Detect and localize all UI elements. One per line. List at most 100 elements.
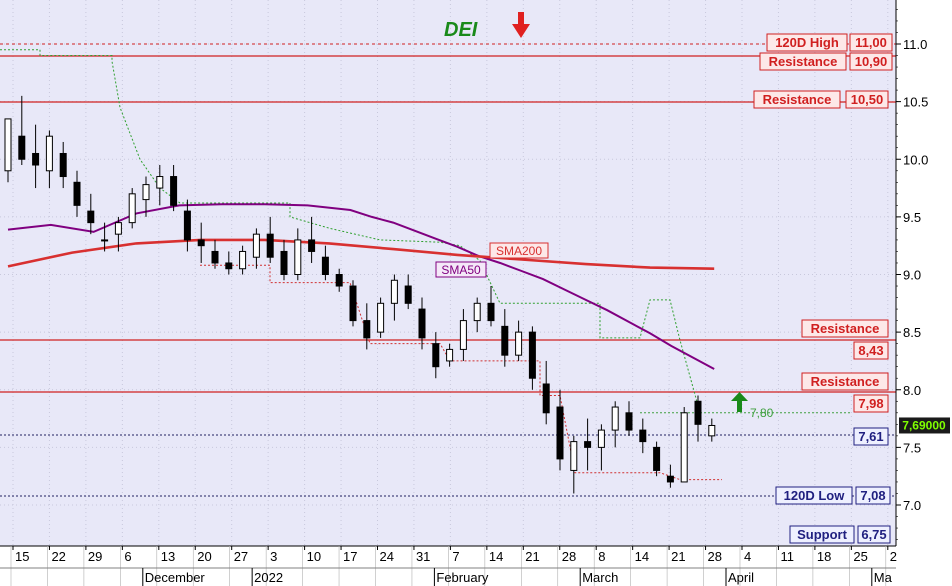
- candle: [446, 343, 454, 367]
- candle: [211, 239, 219, 269]
- candle: [528, 326, 536, 390]
- x-tick-label: 7: [452, 549, 459, 564]
- level-value-1050-text: 10,50: [851, 92, 884, 107]
- sma50-label: SMA50: [435, 261, 487, 278]
- x-tick-label: 4: [744, 549, 751, 564]
- sma50-label-text: SMA50: [441, 263, 481, 277]
- candle: [4, 118, 12, 183]
- x-tick-label: 22: [51, 549, 65, 564]
- candle: [570, 435, 578, 494]
- signal-down-arrow-icon: [512, 12, 530, 38]
- x-tick-label: 14: [489, 549, 503, 564]
- candle: [280, 239, 288, 281]
- last-price-tag: 7,69000: [899, 417, 950, 434]
- level-label-120d-high: 120D High: [766, 33, 848, 52]
- candles: [4, 95, 716, 494]
- candle: [239, 245, 247, 275]
- candle: [308, 216, 316, 263]
- candle: [377, 297, 385, 338]
- series-line-sma200: [7, 238, 715, 270]
- candle: [59, 141, 67, 189]
- x-tick-label: 18: [817, 549, 831, 564]
- candle: [114, 216, 122, 252]
- sma200-label-text: SMA200: [496, 244, 542, 258]
- x-month-label: April: [728, 570, 754, 585]
- level-label-resistance-1050: Resistance: [753, 90, 841, 109]
- level-label-120d-low: 120D Low: [775, 486, 853, 505]
- x-tick-label: 2: [890, 549, 897, 564]
- candle: [335, 268, 343, 292]
- level-value-1090-text: 10,90: [855, 54, 888, 69]
- candle: [197, 222, 205, 263]
- level-label-support: Support: [789, 525, 855, 544]
- level-value-843: 8,43: [853, 341, 889, 360]
- y-tick-label: 10.0: [903, 152, 928, 167]
- chart-title: DEI: [444, 19, 478, 41]
- level-label-resistance-1090: Resistance: [759, 52, 847, 71]
- y-tick-label: 11.0: [903, 37, 927, 52]
- level-label-resistance-1050-text: Resistance: [763, 92, 832, 107]
- candle: [708, 418, 716, 442]
- candle: [680, 407, 688, 483]
- candle: [266, 216, 274, 263]
- trailing-stop-red: [200, 264, 722, 481]
- level-value-120d-high: 11,00: [849, 33, 893, 52]
- level-value-761: 7,61: [853, 427, 889, 446]
- level-value-843-text: 8,43: [858, 343, 883, 358]
- level-label-resistance-798-text: Resistance: [811, 374, 880, 389]
- level-value-675-text: 6,75: [861, 527, 886, 542]
- target-label: 7,80: [750, 406, 774, 420]
- level-label-120d-low-text: 120D Low: [784, 488, 846, 503]
- x-tick-label: 28: [708, 549, 722, 564]
- last-price-text: 7,69000: [902, 418, 946, 432]
- x-tick-label: 27: [234, 549, 248, 564]
- candle: [252, 228, 260, 269]
- x-month-label: March: [582, 570, 618, 585]
- horizontal-levels: [0, 43, 896, 497]
- y-tick-label: 8.0: [903, 383, 921, 398]
- y-tick-label: 9.5: [903, 210, 921, 225]
- candle: [363, 303, 371, 350]
- level-label-resistance-1090-text: Resistance: [769, 54, 838, 69]
- candle: [487, 286, 495, 327]
- y-tick-label: 8.5: [903, 325, 921, 340]
- candle: [584, 418, 592, 471]
- level-value-761-text: 7,61: [858, 429, 883, 444]
- trailing-stops: [0, 49, 722, 481]
- level-value-798: 7,98: [853, 394, 889, 413]
- candle: [18, 95, 26, 166]
- x-tick-label: 3: [270, 549, 277, 564]
- level-value-120d-high-text: 11,00: [855, 35, 887, 50]
- candle: [87, 193, 95, 235]
- candle: [597, 424, 605, 471]
- candle: [390, 274, 398, 321]
- candle: [128, 188, 136, 229]
- x-tick-label: 29: [88, 549, 102, 564]
- candle: [45, 130, 53, 189]
- x-tick-label: 10: [307, 549, 321, 564]
- level-value-798-text: 7,98: [858, 396, 883, 411]
- candle: [418, 297, 426, 350]
- candle: [32, 124, 40, 189]
- x-tick-label: 17: [343, 549, 357, 564]
- x-tick-label: 13: [161, 549, 175, 564]
- x-tick-label: 31: [416, 549, 430, 564]
- x-tick-label: 14: [635, 549, 649, 564]
- candle: [183, 199, 191, 252]
- y-tick-label: 10.5: [903, 95, 928, 110]
- candle: [101, 222, 109, 252]
- series-line-sma50: [7, 203, 715, 370]
- candle: [611, 401, 619, 448]
- candle: [625, 401, 633, 436]
- candle: [459, 309, 467, 361]
- candle: [321, 245, 329, 281]
- candle: [225, 251, 233, 275]
- x-tick-label: 20: [197, 549, 211, 564]
- x-tick-label: 24: [380, 549, 394, 564]
- level-value-1090: 10,90: [849, 52, 893, 71]
- x-axis-panel: [0, 546, 896, 586]
- level-label-resistance-798: Resistance: [801, 372, 889, 391]
